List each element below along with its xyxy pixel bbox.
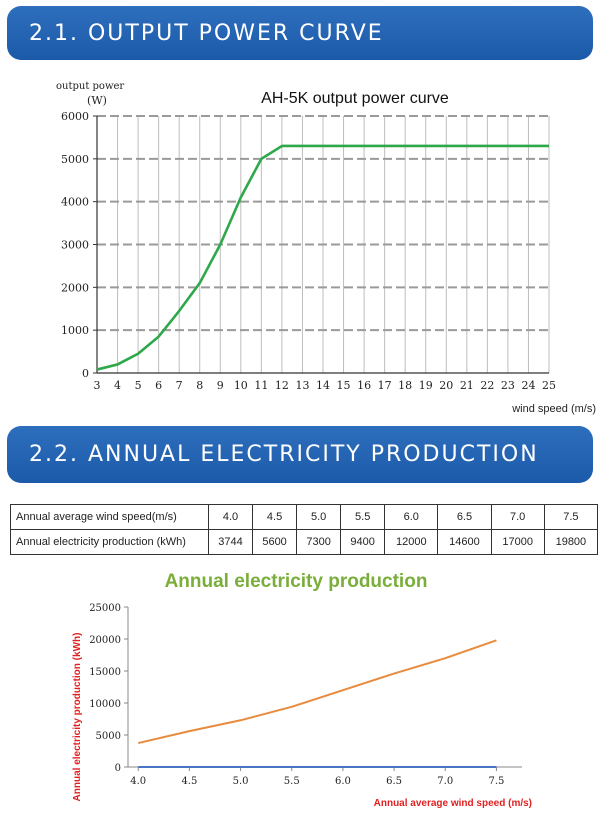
x-tick-label: 21 <box>460 379 474 392</box>
x-tick-label: 8 <box>196 379 203 392</box>
x-tick-label: 7.5 <box>488 776 504 787</box>
x-tick-label: 20 <box>439 379 453 392</box>
x-tick-label: 17 <box>378 379 392 392</box>
x-tick-label: 7 <box>176 379 183 392</box>
x-tick-label: 18 <box>398 379 412 392</box>
x-tick-label: 5.0 <box>233 776 249 787</box>
y-tick-label: 2000 <box>61 281 89 294</box>
table-cell: 7300 <box>296 529 342 555</box>
x-tick-label: 14 <box>316 379 330 392</box>
table-cell: 6.5 <box>437 504 492 530</box>
y-axis-unit: (W) <box>87 94 107 107</box>
section-title: 2.2. ANNUAL ELECTRICITY PRODUCTION <box>29 442 539 467</box>
x-tick-label: 16 <box>357 379 371 392</box>
power-curve-line <box>96 144 549 371</box>
x-tick-label: 15 <box>337 379 351 392</box>
table-cell: 7.0 <box>490 504 545 530</box>
x-axis-label: Annual average wind speed (m/s) <box>374 798 532 809</box>
x-tick-label: 6.0 <box>335 776 351 787</box>
y-tick-label: 15000 <box>89 667 121 678</box>
x-tick-label: 25 <box>542 379 556 392</box>
table-cell: 5600 <box>252 529 298 555</box>
x-tick-label: 3 <box>94 379 101 392</box>
table-row: Annual average wind speed(m/s) 4.0 4.5 5.0 5… <box>10 504 599 530</box>
x-tick-label: 24 <box>521 379 535 392</box>
x-tick-label: 4.0 <box>130 776 146 787</box>
x-tick-label: 6.5 <box>386 776 402 787</box>
production-table: Annual average wind speed(m/s) 4.0 4.5 5.0 5… <box>10 504 599 555</box>
y-tick-label: 10000 <box>89 699 121 710</box>
y-tick-label: 5000 <box>96 731 121 742</box>
section-banner-power-curve: 2.1. OUTPUT POWER CURVE <box>7 6 593 60</box>
x-tick-label: 13 <box>295 379 309 392</box>
table-cell: 17000 <box>490 529 545 555</box>
table-cell: 5.5 <box>340 504 386 530</box>
row-label: Annual electricity production (kWh) <box>10 529 209 555</box>
section-title: 2.1. OUTPUT POWER CURVE <box>29 20 384 46</box>
y-tick-label: 25000 <box>89 603 121 614</box>
x-tick-label: 10 <box>234 379 248 392</box>
table-cell: 12000 <box>384 529 439 555</box>
chart-title: Annual electricity production <box>165 571 428 592</box>
table-cell: 7.5 <box>543 504 599 530</box>
y-tick-label: 6000 <box>61 110 89 123</box>
table-cell: 5.0 <box>296 504 342 530</box>
y-tick-label: 3000 <box>61 239 89 252</box>
x-tick-label: 22 <box>480 379 494 392</box>
x-tick-label: 23 <box>501 379 515 392</box>
x-tick-label: 11 <box>254 379 268 392</box>
table-cell: 9400 <box>340 529 386 555</box>
x-tick-label: 9 <box>217 379 224 392</box>
section-banner-annual: 2.2. ANNUAL ELECTRICITY PRODUCTION <box>7 426 593 483</box>
x-tick-label: 19 <box>419 379 433 392</box>
y-tick-label: 20000 <box>89 635 121 646</box>
table-cell: 19800 <box>543 529 599 555</box>
x-tick-label: 4 <box>114 379 121 392</box>
y-tick-label: 1000 <box>61 324 89 337</box>
y-tick-label: 0 <box>82 367 89 380</box>
table-cell: 14600 <box>437 529 492 555</box>
chart-title: AH-5K output power curve <box>261 90 449 107</box>
y-tick-label: 5000 <box>61 153 89 166</box>
table-cell: 4.5 <box>252 504 298 530</box>
y-tick-label: 0 <box>115 763 121 774</box>
x-tick-label: 7.0 <box>437 776 453 787</box>
y-axis-label: output power <box>56 81 124 92</box>
x-tick-label: 6 <box>155 379 162 392</box>
table-cell: 6.0 <box>384 504 439 530</box>
annual-production-chart: Annual electricity production 0 5000 10000 1… <box>72 571 532 809</box>
table-row: Annual electricity production (kWh) 3744 5… <box>10 529 599 555</box>
x-tick-label: 4.5 <box>181 776 197 787</box>
row-label: Annual average wind speed(m/s) <box>10 504 209 530</box>
x-tick-label: 12 <box>275 379 289 392</box>
power-curve-chart: 0 1000 2000 3000 4000 5000 6000 3 4 5 6 7 8 9 10 11 12 13… <box>56 81 596 415</box>
y-axis-label: Annual electricity production (kWh) <box>72 633 83 802</box>
table-cell: 3744 <box>207 529 254 555</box>
x-tick-label: 5.5 <box>284 776 300 787</box>
production-line <box>138 639 497 745</box>
y-tick-label: 4000 <box>61 196 89 209</box>
x-tick-label: 5 <box>135 379 142 392</box>
table-cell: 4.0 <box>207 504 254 530</box>
x-axis-label: wind speed (m/s) <box>511 403 596 415</box>
